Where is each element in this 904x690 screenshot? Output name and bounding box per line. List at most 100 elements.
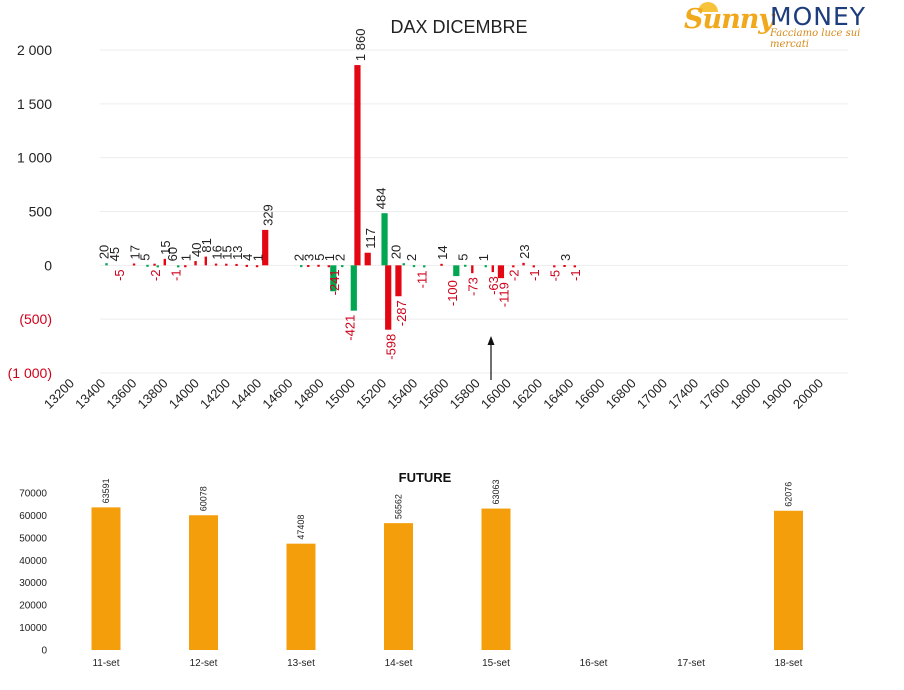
dax-x-tick-label: 13600	[103, 376, 139, 412]
dax-x-tick-label: 14600	[259, 376, 295, 412]
dax-y-tick-label: 0	[44, 257, 52, 273]
future-bar	[189, 515, 218, 650]
dax-x-tick-label: 15800	[447, 376, 483, 412]
dax-y-axis: 2 000 1 500 1 000 500 0 (500) (1 000)	[8, 42, 53, 381]
dax-data-label: -421	[343, 315, 358, 341]
dax-call-bar	[354, 65, 361, 266]
dax-call-bar	[440, 263, 443, 266]
dax-call-bar	[262, 229, 269, 266]
dax-put-bar	[105, 263, 108, 266]
dax-y-tick-label: 1 500	[17, 96, 52, 112]
dax-data-label: -119	[496, 282, 511, 307]
dax-data-label: -1	[168, 269, 183, 281]
dax-data-label: -2	[507, 270, 522, 282]
dax-data-label: 2	[332, 254, 347, 261]
dax-data-label: 81	[199, 238, 214, 252]
dax-call-bar	[317, 264, 320, 267]
dax-call-bar	[255, 265, 259, 268]
dax-y-tick-label: (1 000)	[8, 365, 52, 381]
dax-y-tick-label: 1 000	[17, 150, 52, 166]
future-bar	[774, 510, 803, 650]
dax-data-label: 40	[189, 243, 204, 257]
dax-data-label: 14	[435, 245, 450, 259]
future-bar	[286, 543, 316, 650]
dax-x-tick-label: 16000	[478, 376, 514, 412]
dax-x-tick-label: 15000	[322, 376, 358, 412]
dax-data-label: 23	[517, 244, 532, 258]
dax-put-bar	[464, 264, 467, 267]
future-y-tick-label: 60000	[19, 511, 47, 522]
dax-put-bar	[146, 264, 149, 267]
future-y-tick-label: 30000	[19, 578, 47, 589]
dax-call-bar	[522, 262, 525, 266]
dax-data-label: 17	[127, 245, 142, 259]
future-y-tick-label: 40000	[19, 556, 47, 567]
dax-x-tick-label: 17400	[665, 376, 701, 412]
future-x-tick-label: 15-set	[482, 658, 510, 669]
dax-data-label: 5	[312, 254, 327, 261]
dax-call-bar	[327, 265, 330, 268]
dax-data-label: -73	[466, 277, 481, 296]
future-x-tick-label: 12-set	[190, 658, 218, 669]
dax-call-bar	[532, 265, 535, 268]
dax-data-label: 15	[220, 245, 235, 259]
dax-call-bar	[471, 265, 474, 274]
dax-call-bar	[563, 265, 566, 268]
dax-x-tick-label: 16600	[571, 376, 607, 412]
dax-y-tick-label: 2 000	[17, 42, 52, 58]
dax-data-label: -63	[486, 276, 501, 295]
future-x-axis: 11-set 12-set 13-set 14-set 15-set 16-set 17-s…	[92, 658, 802, 669]
dax-put-bar	[402, 263, 405, 266]
dax-data-label: 1	[250, 254, 265, 261]
spot-arrow-icon	[487, 336, 495, 380]
logo-tagline: Facciamo luce sui mercati	[770, 28, 861, 50]
dax-x-axis: 1320013400136001380014000142001440014600…	[41, 376, 826, 412]
dax-data-label: 20	[97, 245, 112, 259]
future-bar	[384, 523, 413, 650]
dax-x-tick-label: 13800	[135, 376, 171, 412]
dax-data-label: 5	[455, 254, 470, 261]
future-y-tick-label: 50000	[19, 533, 47, 544]
dax-dicembre-chart: DAX DICEMBRE 2 000 1 500 1 000 500 0 (500) (1 …	[8, 17, 848, 412]
future-chart: FUTURE 70000 60000 50000 40000 30000 20000 100…	[19, 470, 803, 669]
dax-call-bar	[573, 265, 576, 268]
dax-data-label: -598	[384, 334, 399, 360]
future-y-tick-label: 0	[41, 646, 47, 657]
dax-data-label: 60	[165, 247, 180, 261]
dax-data-label: 16	[209, 245, 224, 259]
dax-put-bar	[177, 265, 180, 268]
future-y-tick-label: 20000	[19, 601, 47, 612]
dax-data-label: 4	[240, 254, 255, 261]
logo-money-text: MONEY	[770, 2, 867, 31]
dax-data-label: -2	[148, 270, 163, 282]
future-data-label: 60078	[199, 486, 209, 511]
dax-chart-title: DAX DICEMBRE	[390, 17, 527, 37]
dax-call-bar	[307, 265, 310, 268]
dax-data-label: -1	[527, 269, 542, 281]
dax-x-tick-label: 15600	[415, 376, 451, 412]
dax-call-bar	[204, 256, 207, 266]
dax-data-label: 13	[230, 245, 245, 259]
dax-put-bar	[381, 213, 388, 266]
dax-x-tick-label: 14200	[197, 376, 233, 412]
dax-put-bar	[484, 265, 487, 268]
dax-data-label: 2	[291, 254, 306, 261]
spot-arrow-head	[487, 336, 495, 345]
future-data-label: 47408	[296, 515, 306, 540]
dax-x-tick-label: 16800	[603, 376, 639, 412]
dax-x-tick-label: 18000	[728, 376, 764, 412]
dax-call-bar	[184, 265, 187, 268]
dax-data-label: -100	[445, 280, 460, 306]
dax-x-tick-label: 17000	[634, 376, 670, 412]
dax-call-bar	[132, 263, 136, 266]
dax-x-tick-label: 20000	[790, 376, 826, 412]
dax-data-label: 117	[363, 228, 378, 249]
future-y-tick-label: 70000	[19, 489, 47, 500]
dax-call-bar	[364, 252, 371, 266]
dax-call-bar	[553, 265, 556, 268]
future-data-labels: 63591 60078 47408 56562 63063 62076	[101, 478, 794, 539]
logo-sunny-text: Sunny	[684, 4, 774, 35]
dax-x-tick-label: 15200	[353, 376, 389, 412]
dax-data-label: 20	[389, 245, 404, 259]
dax-data-label: 329	[261, 204, 276, 226]
